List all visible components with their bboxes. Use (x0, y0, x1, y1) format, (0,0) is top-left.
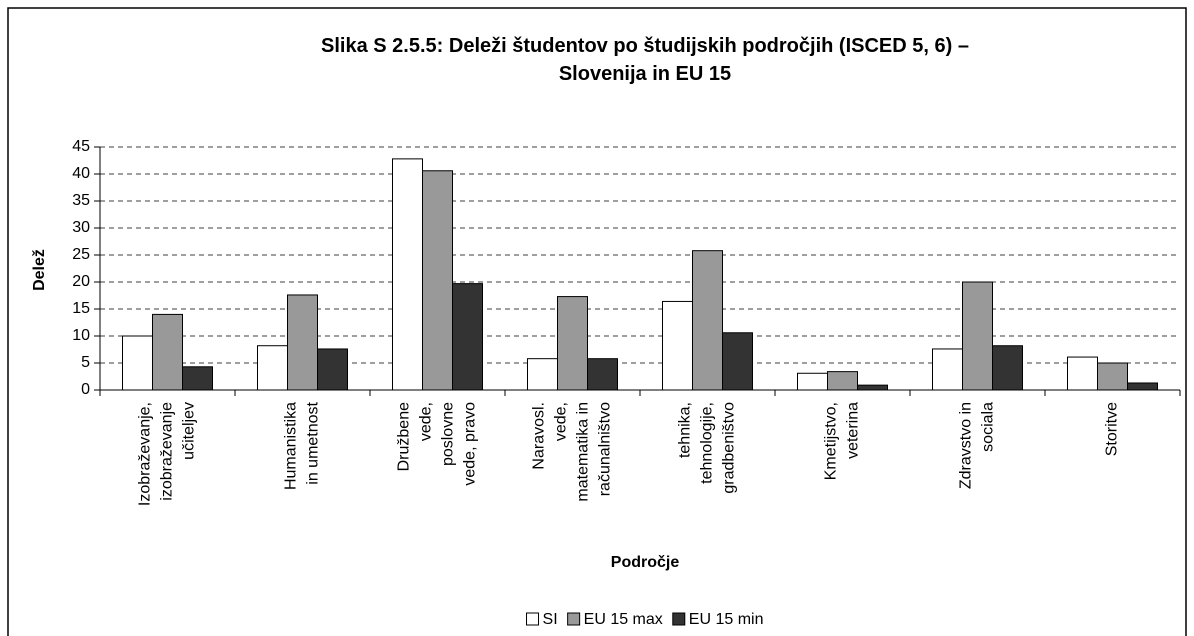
bar (557, 296, 588, 391)
y-tick-label: 45 (72, 138, 90, 155)
legend-label: EU 15 max (584, 611, 663, 628)
x-axis-title: Področje (611, 554, 680, 571)
x-tick-label: Družbene vede, poslovne vede, pravo (396, 402, 479, 486)
chart-title: Slika S 2.5.5: Deleži študentov po študi… (321, 35, 969, 85)
bar (422, 170, 453, 391)
bar (152, 313, 183, 391)
y-tick-label: 10 (72, 327, 90, 344)
bar (797, 372, 828, 391)
y-tick-label: 30 (72, 219, 90, 236)
y-tick-label: 20 (72, 273, 90, 290)
bar (182, 366, 213, 391)
legend-swatch (672, 612, 686, 626)
y-tick-label: 0 (81, 381, 90, 398)
x-tick-label: tehnika, tehnologije, gradbeništvo (677, 402, 738, 494)
chart-frame (7, 7, 1187, 636)
legend: SI EU 15 max EU 15 min (526, 611, 764, 628)
legend-swatch (567, 612, 581, 626)
x-tick-label: Izobraževanje, izobraževanje učiteljev (137, 402, 198, 506)
legend-label: EU 15 min (689, 611, 764, 628)
bar (962, 281, 993, 391)
x-tick-label: Storitve (1104, 402, 1121, 456)
bar (662, 300, 693, 391)
y-tick-label: 40 (72, 165, 90, 182)
bar (287, 294, 318, 391)
y-tick-label: 15 (72, 300, 90, 317)
bar (257, 345, 288, 391)
bar (122, 335, 153, 391)
bar (452, 283, 483, 391)
bar (827, 371, 858, 391)
bar (1127, 382, 1158, 391)
bar (722, 332, 753, 391)
bar (392, 158, 423, 391)
legend-swatch (526, 612, 540, 626)
bar (1097, 362, 1128, 391)
bar (587, 358, 618, 391)
y-tick-label: 35 (72, 192, 90, 209)
y-tick-label: 5 (81, 354, 90, 371)
y-axis-title: Delež (31, 249, 48, 291)
bar (992, 345, 1023, 391)
bar (692, 250, 723, 391)
x-tick-label: Zdravstvo in sociala (958, 402, 997, 489)
legend-label: SI (543, 611, 558, 628)
x-tick-label: Naravosl. vede, matematika in računalništvo (531, 402, 614, 502)
bar (1067, 356, 1098, 391)
bar (317, 348, 348, 391)
bar (932, 348, 963, 391)
bar (857, 384, 888, 391)
x-tick-label: Kmetijstvo, veterina (823, 402, 862, 480)
y-tick-label: 25 (72, 246, 90, 263)
bar (527, 358, 558, 391)
x-tick-label: Humanistika in umetnost (283, 401, 322, 490)
